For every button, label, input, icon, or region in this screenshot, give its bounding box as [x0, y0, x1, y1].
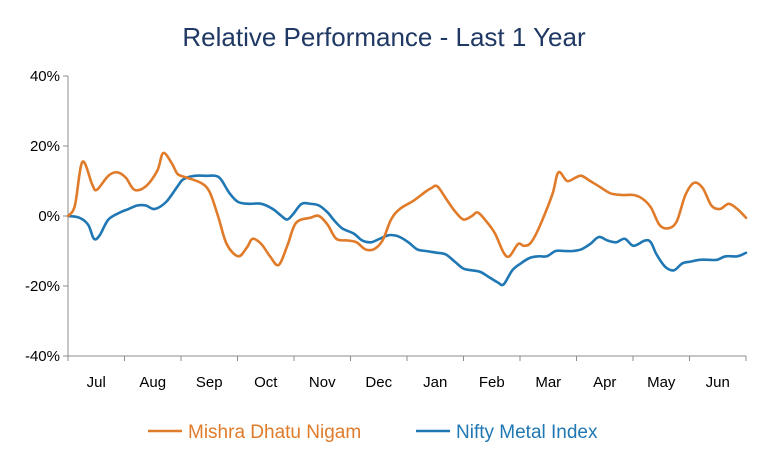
x-tick-label: Feb [479, 374, 505, 391]
x-tick-label: Jul [87, 374, 106, 391]
y-tick-label: 0% [38, 208, 60, 225]
legend-item-nifty-metal-index: Nifty Metal Index [416, 422, 598, 443]
x-tick-label: Jun [706, 374, 730, 391]
x-tick-label: Oct [254, 374, 278, 391]
legend-label: Nifty Metal Index [456, 422, 598, 443]
series-line-mishra-dhatu-nigam [66, 151, 748, 267]
y-tick-label: 20% [30, 138, 60, 155]
x-tick-label: Mar [535, 374, 561, 391]
legend-label: Mishra Dhatu Nigam [188, 422, 361, 443]
y-axis-ticks: 40% 20% 0% -20% -40% [25, 68, 68, 365]
x-tick-label: Apr [593, 374, 616, 391]
x-tick-label: Jan [423, 374, 447, 391]
y-tick-label: -20% [25, 278, 60, 295]
legend: Mishra Dhatu Nigam Nifty Metal Index [148, 422, 598, 443]
legend-item-mishra-dhatu-nigam: Mishra Dhatu Nigam [148, 422, 361, 443]
x-axis-ticks: Jul Aug Sep Oct Nov Dec Jan Feb Mar Apr May Jun [67, 356, 747, 391]
y-tick-label: -40% [25, 348, 60, 365]
x-tick-label: Sep [196, 374, 223, 391]
x-tick-label: May [647, 374, 676, 391]
series-line-nifty-metal-index [66, 174, 748, 287]
x-tick-label: Nov [309, 374, 336, 391]
y-tick-label: 40% [30, 68, 60, 85]
axes [67, 76, 746, 357]
x-tick-label: Aug [139, 374, 166, 391]
chart-title: Relative Performance - Last 1 Year [182, 22, 586, 52]
series-lines [66, 151, 748, 287]
x-tick-label: Dec [365, 374, 392, 391]
